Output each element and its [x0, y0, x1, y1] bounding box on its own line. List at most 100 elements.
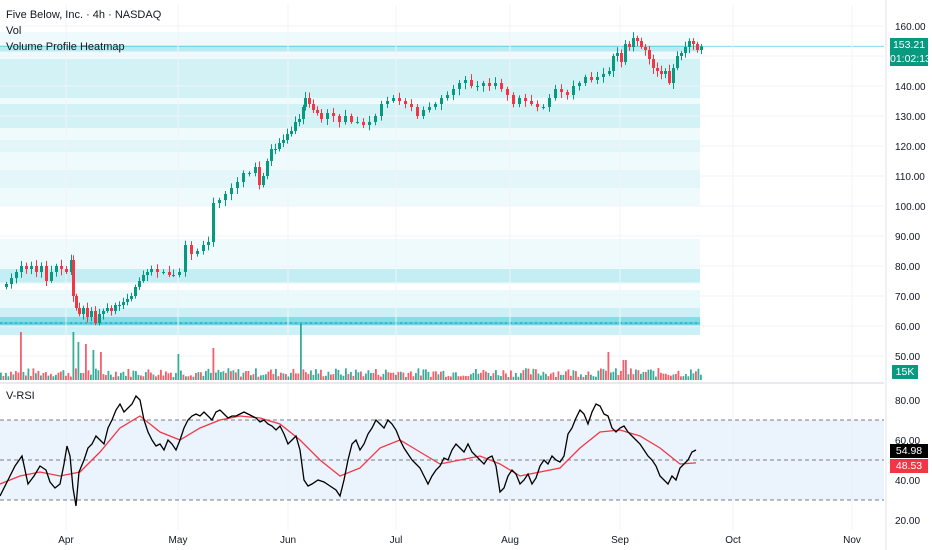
- volume-bar: [120, 372, 122, 380]
- volume-bar: [620, 370, 622, 380]
- volume-bar: [250, 375, 252, 380]
- candle-body: [628, 44, 631, 47]
- volume-bar: [510, 370, 512, 380]
- volume-bar: [625, 360, 627, 380]
- candle-body: [102, 311, 105, 314]
- volume-bar: [575, 371, 577, 380]
- volume-bar: [452, 372, 455, 380]
- volume-bar: [432, 371, 435, 380]
- volume-bar: [585, 374, 587, 380]
- volume-bar: [135, 371, 137, 380]
- volume-bar: [197, 372, 200, 380]
- volume-bar: [202, 375, 205, 380]
- candle-body: [302, 107, 305, 119]
- volume-bar: [27, 368, 30, 380]
- profile-band-2: [0, 59, 700, 98]
- profile-band-8: [0, 290, 700, 308]
- volume-bar: [340, 374, 342, 380]
- volume-bar: [600, 368, 602, 380]
- volume-bar: [565, 371, 567, 380]
- volume-bar: [72, 332, 75, 380]
- volume-bar: [595, 376, 597, 380]
- volume-bar: [240, 376, 242, 380]
- volume-bar: [517, 376, 520, 380]
- candle-body: [500, 83, 503, 89]
- volume-bar: [435, 371, 437, 380]
- volume-bar: [597, 370, 600, 380]
- candle-body: [494, 83, 497, 86]
- candle-body: [138, 281, 141, 287]
- volume-bar: [47, 375, 50, 380]
- candle-body: [278, 143, 281, 149]
- volume-bar: [655, 376, 657, 380]
- candle-body: [692, 41, 695, 44]
- rsi-pane-label[interactable]: V-RSI: [6, 390, 35, 402]
- candle-body: [572, 86, 575, 95]
- candle-body: [45, 266, 48, 281]
- volume-bar: [180, 370, 182, 380]
- volume-bar: [175, 372, 177, 380]
- candles: [5, 32, 703, 326]
- profile-indicator-label[interactable]: Volume Profile Heatmap: [6, 41, 125, 53]
- volume-bar: [672, 374, 675, 380]
- candle-body: [476, 86, 479, 87]
- volume-bar: [357, 372, 360, 380]
- volume-bar: [365, 373, 367, 380]
- volume-bar: [605, 370, 607, 380]
- candle-body: [688, 41, 691, 47]
- volume-bar: [142, 376, 145, 380]
- candle-body: [632, 38, 635, 47]
- candle-body: [620, 53, 623, 62]
- volume-bar: [587, 371, 590, 380]
- time-tick-label: Aug: [501, 535, 519, 546]
- candle-body: [542, 107, 545, 108]
- candle-body: [196, 251, 199, 254]
- candle-body: [616, 53, 619, 56]
- volume-bar: [172, 376, 175, 380]
- candle-body: [207, 242, 210, 245]
- profile-band-10: [0, 317, 700, 326]
- candle-body: [636, 38, 639, 41]
- volume-bar: [535, 369, 537, 380]
- volume-bar: [320, 369, 322, 380]
- volume-bar: [32, 368, 35, 380]
- time-tick-label: Apr: [58, 535, 74, 546]
- candle-body: [40, 266, 43, 272]
- volume-bar: [485, 371, 487, 380]
- price-tick-label: 100.00: [895, 202, 926, 213]
- candle-body: [368, 122, 371, 125]
- volume-bar: [117, 376, 120, 380]
- volume-bar: [677, 370, 680, 380]
- volume-bar: [160, 369, 162, 380]
- volume-bar: [37, 370, 40, 380]
- volume-bar: [505, 373, 507, 380]
- candle-body: [298, 119, 301, 122]
- profile-band-5: [0, 170, 700, 188]
- volume-bar: [460, 376, 462, 380]
- candle-body: [344, 116, 347, 122]
- price-tick-label: 70.00: [895, 292, 920, 303]
- volume-bar: [2, 375, 5, 380]
- price-tick-label: 130.00: [895, 112, 926, 123]
- candle-body: [55, 266, 58, 272]
- volume-bar: [332, 374, 335, 380]
- volume-bar: [567, 369, 570, 380]
- symbol-legend[interactable]: Five Below, Inc. · 4h · NASDAQ: [6, 9, 162, 21]
- volume-bar: [482, 369, 485, 380]
- volume-bar: [232, 370, 235, 380]
- volume-bar: [690, 369, 692, 380]
- volume-bar: [445, 376, 447, 380]
- candle-body: [146, 272, 149, 275]
- candle-body: [75, 296, 78, 308]
- volume-bar: [647, 369, 650, 380]
- volume-bar: [342, 375, 345, 380]
- volume-bar: [362, 376, 365, 380]
- volume-bar: [352, 375, 355, 380]
- candle-body: [386, 101, 389, 104]
- volume-bar: [670, 375, 672, 380]
- volume-bar: [550, 373, 552, 380]
- volume-indicator-label[interactable]: Vol: [6, 25, 22, 37]
- rsi-pane: [0, 394, 884, 507]
- candle-body: [416, 107, 419, 116]
- candle-body: [72, 260, 75, 296]
